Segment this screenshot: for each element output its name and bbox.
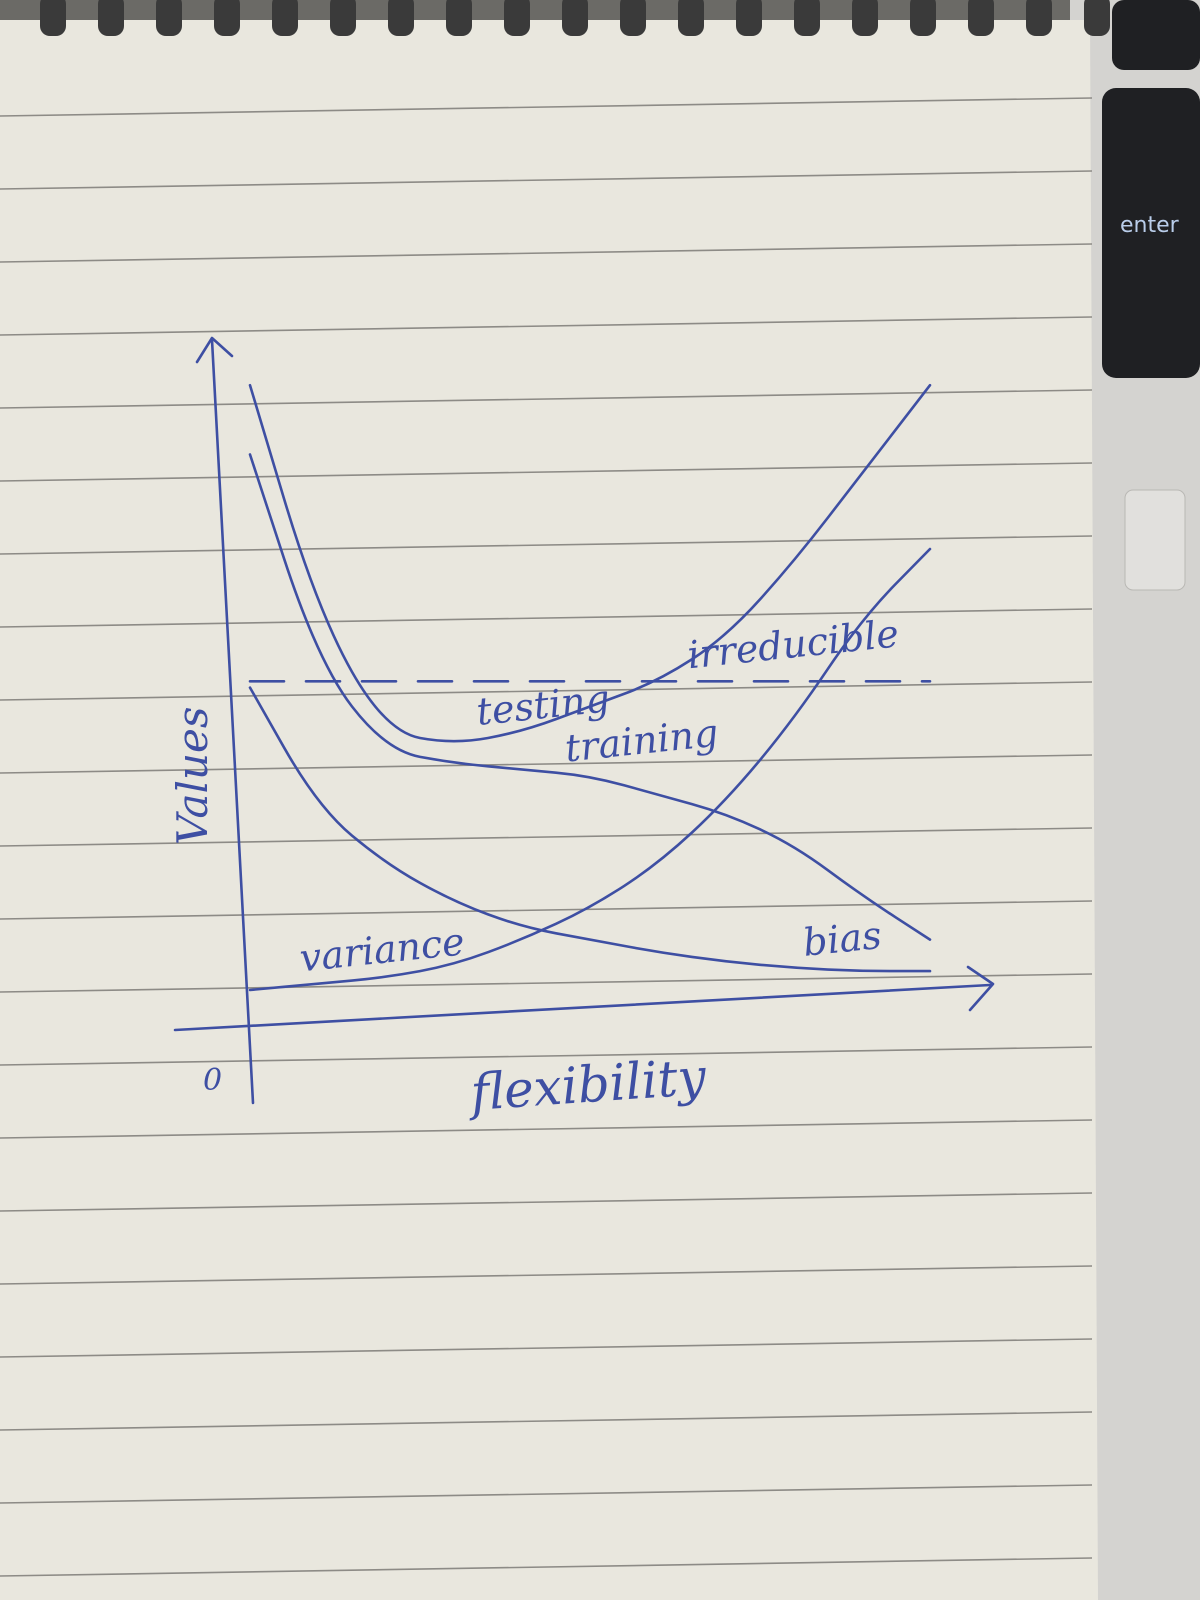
spiral-ring <box>968 0 994 36</box>
series-training <box>248 453 932 941</box>
y-axis-label: Values <box>168 707 217 845</box>
spiral-ring <box>156 0 182 36</box>
ruled-line <box>0 1338 1093 1358</box>
origin-label: 0 <box>203 1063 222 1098</box>
ruled-line <box>0 1484 1093 1504</box>
ruled-line <box>0 754 1093 774</box>
ruled-line <box>0 900 1093 920</box>
series-layer <box>248 383 932 992</box>
spiral-ring <box>330 0 356 36</box>
spiral-binding <box>40 0 1110 36</box>
spiral-ring <box>562 0 588 36</box>
spiral-ring <box>388 0 414 36</box>
y-axis <box>195 336 255 1105</box>
spiral-ring <box>910 0 936 36</box>
ruled-line <box>0 243 1093 263</box>
ruled-line <box>0 170 1093 190</box>
ruled-line <box>0 1192 1093 1212</box>
series-label-bias: bias <box>801 913 884 965</box>
spiral-ring <box>736 0 762 36</box>
spiral-ring <box>446 0 472 36</box>
ruled-line <box>0 973 1093 993</box>
spiral-ring <box>620 0 646 36</box>
ruled-line <box>0 681 1093 701</box>
spiral-ring <box>40 0 66 36</box>
x-axis <box>173 965 995 1032</box>
ruled-line <box>0 1119 1093 1139</box>
notebook-page <box>0 0 1110 1600</box>
series-testing <box>248 383 932 743</box>
ruled-line <box>0 462 1093 482</box>
spiral-ring <box>852 0 878 36</box>
spiral-ring <box>678 0 704 36</box>
spiral-ring <box>1026 0 1052 36</box>
ruled-line <box>0 827 1093 847</box>
ruled-line <box>0 608 1093 628</box>
series-bias <box>248 686 932 973</box>
ruled-line <box>0 1046 1093 1066</box>
spiral-ring <box>98 0 124 36</box>
spiral-ring <box>272 0 298 36</box>
ruled-line <box>0 535 1093 555</box>
ruled-line <box>0 97 1093 117</box>
ruled-line <box>0 1557 1093 1577</box>
ruled-line <box>0 316 1093 336</box>
spiral-ring <box>1084 0 1110 36</box>
spiral-ring <box>504 0 530 36</box>
ruled-lines <box>0 97 1093 1577</box>
spiral-ring <box>214 0 240 36</box>
ruled-line <box>0 1265 1093 1285</box>
spiral-ring <box>794 0 820 36</box>
ruled-line <box>0 389 1093 409</box>
series-variance <box>248 547 932 992</box>
enter-key-label: enter <box>1120 213 1180 238</box>
ruled-line <box>0 1411 1093 1431</box>
enter-key <box>1102 88 1200 378</box>
